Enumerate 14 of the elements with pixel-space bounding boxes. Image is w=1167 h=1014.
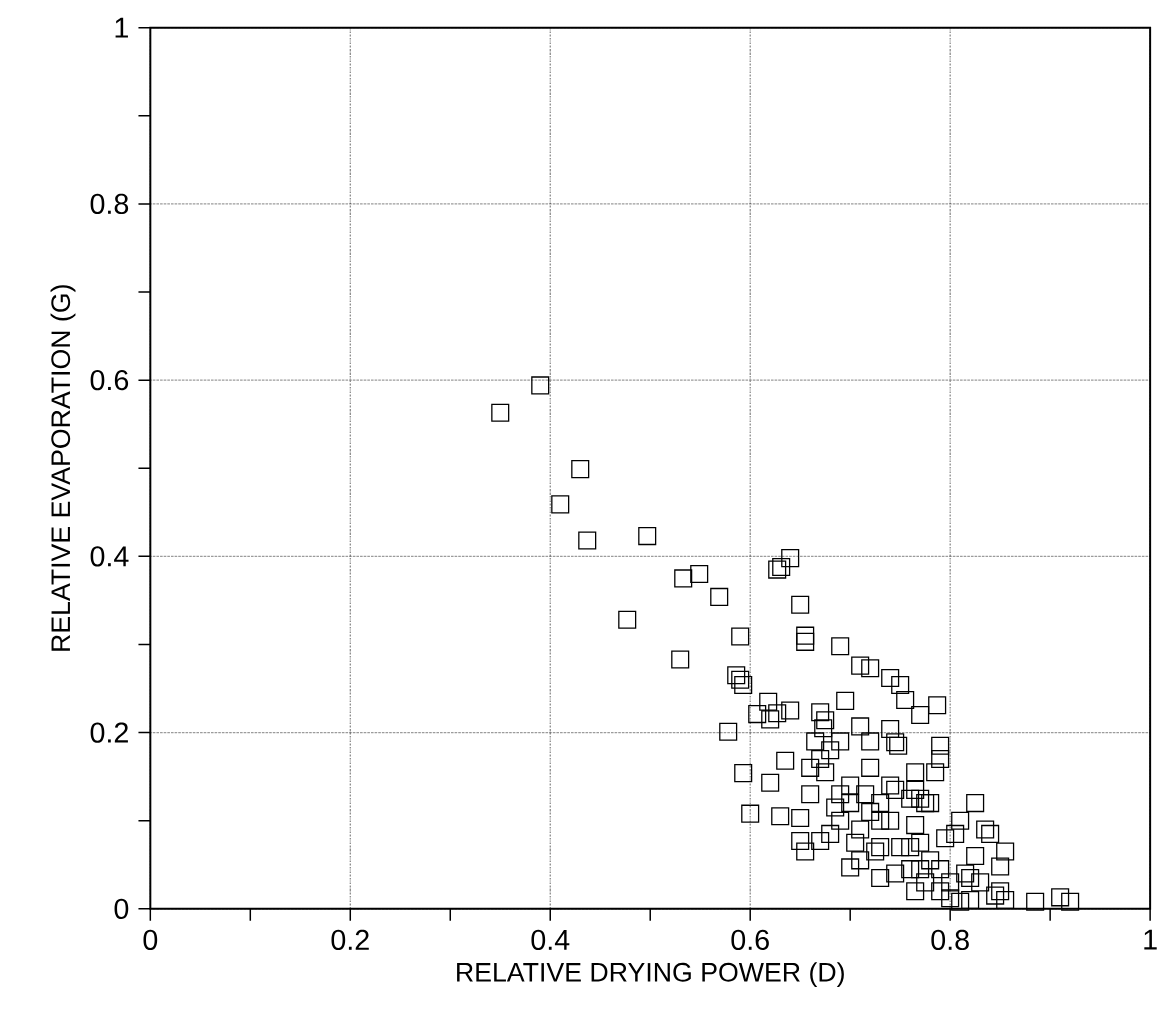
x-tick-label: 0 (143, 929, 158, 951)
x-tick-label: 0.8 (931, 929, 969, 951)
y-tick-label: 0 (114, 898, 129, 920)
y-tick-label: 0.2 (90, 722, 128, 743)
y-tick-label: 0.8 (90, 193, 129, 215)
y-tick-label: 0.4 (90, 546, 129, 567)
x-tick-label: 0.6 (731, 929, 769, 951)
x-tick-label: 0.4 (531, 929, 570, 951)
y-tick-label: 0.6 (90, 370, 129, 391)
x-tick-label: 0.2 (331, 929, 369, 951)
x-axis-title: RELATIVE DRYING POWER (D) (457, 962, 844, 988)
y-tick-label: 1 (115, 17, 128, 38)
y-axis-title: RELATIVE EVAPORATION (G) (50, 285, 76, 651)
x-tick-label: 1 (1144, 929, 1157, 950)
